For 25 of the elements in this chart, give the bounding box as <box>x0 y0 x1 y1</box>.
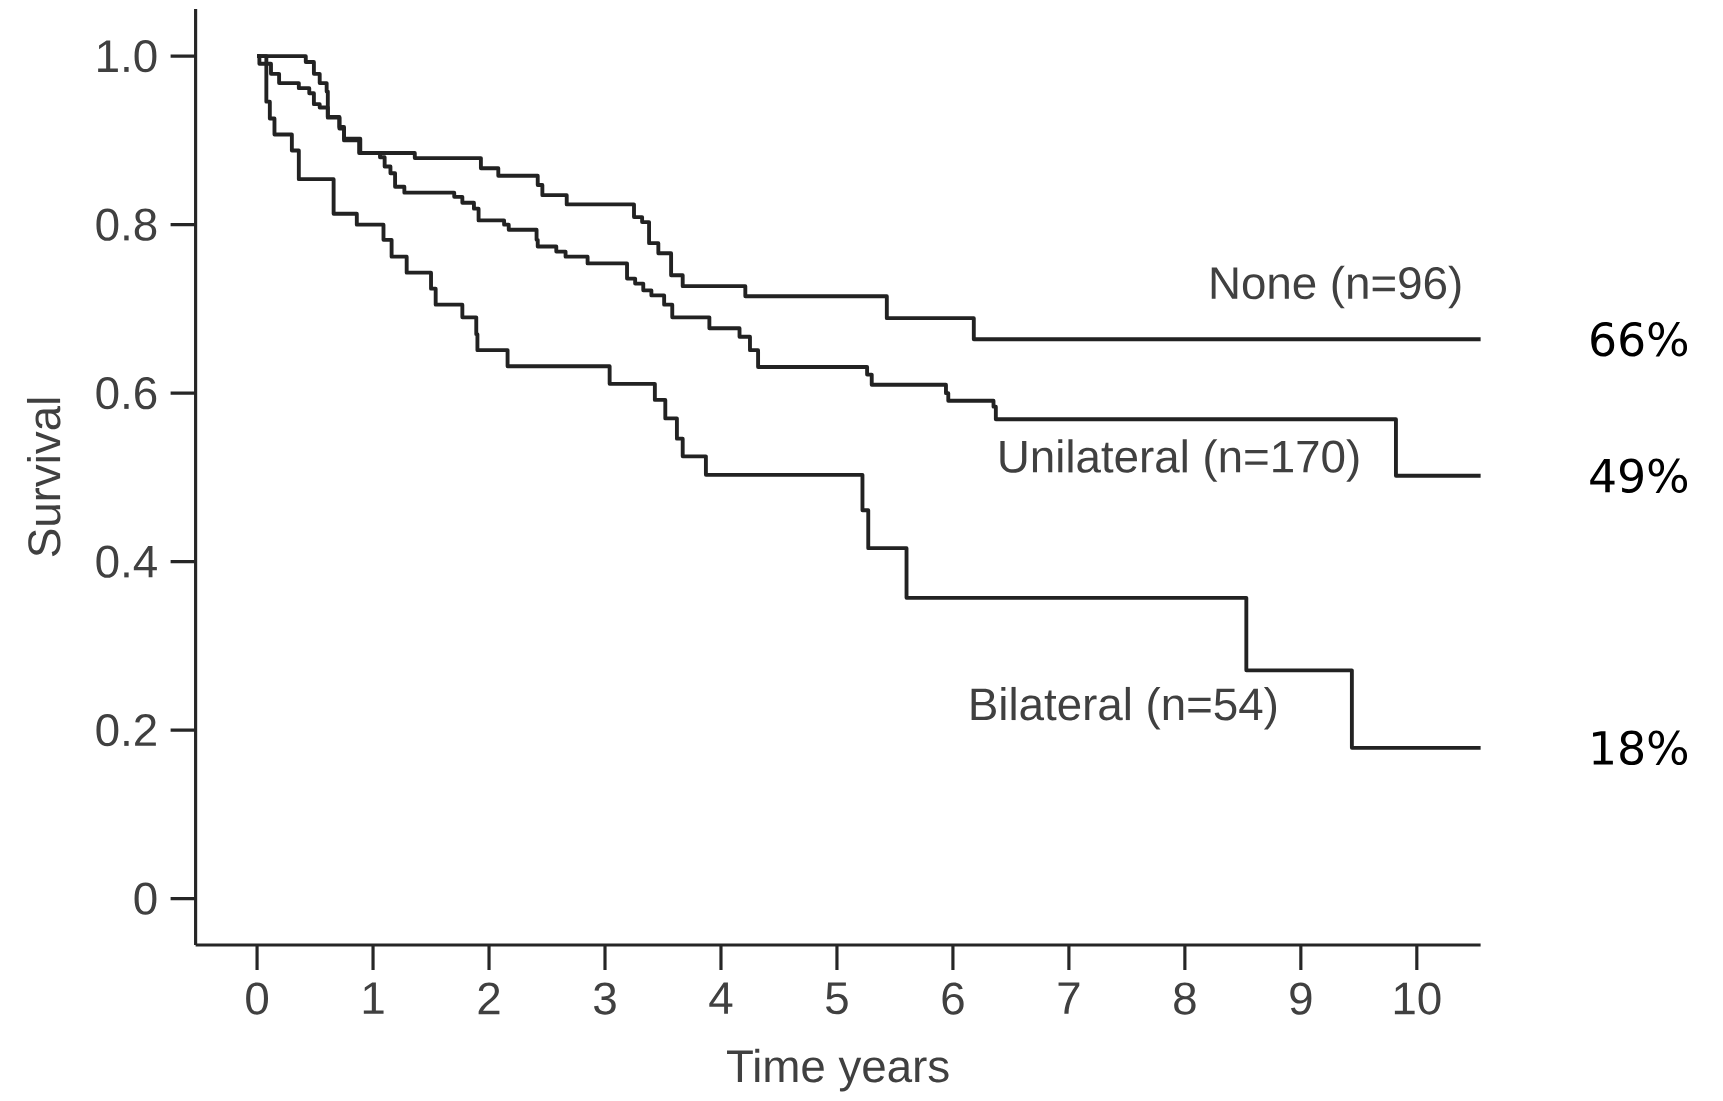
x-tick-label: 5 <box>826 982 848 1015</box>
x-tick-label: 1 <box>363 982 384 1014</box>
x-tick-label: 7 <box>1058 982 1080 1014</box>
series-label: Unilateral (n=170) <box>1000 439 1359 482</box>
y-tick-label: 0.8 <box>96 208 157 241</box>
y-tick-label: 0 <box>134 882 157 915</box>
y-tick-label: 0.6 <box>96 376 157 410</box>
x-tick-label: 3 <box>594 982 616 1015</box>
text: 49% <box>1590 458 1688 494</box>
series-label: None (n=96) <box>1211 265 1461 309</box>
x-tick-label: 2 <box>478 982 500 1015</box>
text: 66% <box>1591 321 1688 357</box>
x-tick-label: 10 <box>1394 982 1441 1015</box>
x-tick-label: 0 <box>246 982 269 1015</box>
series-label: Bilateral (n=54) <box>971 686 1277 730</box>
text: 18% <box>1593 730 1688 766</box>
y-tick-label: 0.4 <box>96 545 157 578</box>
x-tick-label: 9 <box>1290 982 1312 1015</box>
y-axis-title: Survival <box>26 398 61 557</box>
x-axis-title: Time years <box>727 1048 949 1092</box>
x-tick-label: 8 <box>1174 982 1196 1015</box>
x-tick-label: 6 <box>942 982 964 1015</box>
y-tick-label: 1.0 <box>98 39 157 73</box>
y-tick-label: 0.2 <box>96 713 156 747</box>
x-tick-label: 4 <box>709 982 733 1014</box>
